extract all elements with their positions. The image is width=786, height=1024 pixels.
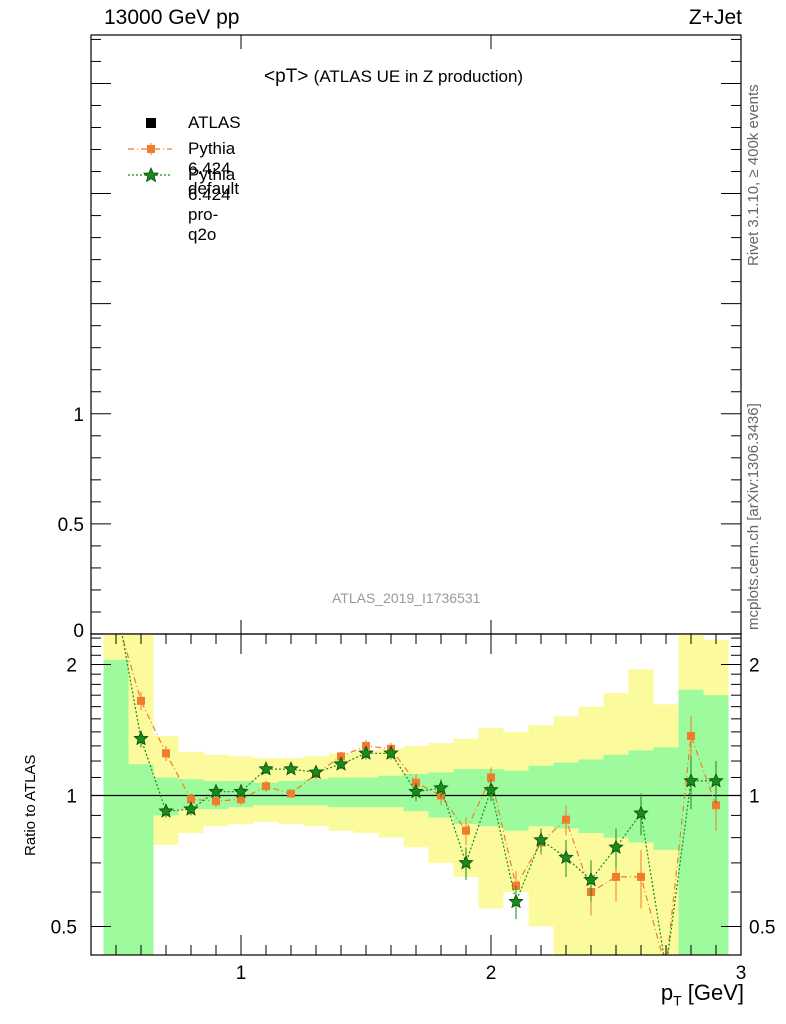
data-point-default [212, 797, 220, 806]
legend-label-proq2o: Pythia 6.424 pro-q2o [188, 165, 236, 244]
square-marker-icon [146, 118, 156, 128]
x-tick-label: 1 [236, 963, 247, 984]
ratio-y-tick-label-right: 0.5 [749, 917, 775, 938]
analysis-watermark: ATLAS_2019_I1736531 [332, 590, 481, 606]
data-point-default [187, 795, 195, 804]
data-point-proq2o [258, 761, 274, 776]
inner-uncertainty-band [503, 770, 529, 831]
inner-uncertainty-band [303, 779, 329, 806]
data-point-default [487, 773, 495, 782]
inner-uncertainty-band [578, 759, 604, 833]
data-point-default [687, 731, 695, 740]
outer-uncertainty-band [553, 716, 579, 955]
x-axis-symbol: p [660, 980, 674, 1005]
data-point-default [137, 696, 145, 705]
data-point-proq2o [433, 780, 449, 795]
data-point-proq2o [283, 761, 299, 776]
x-axis-unit: [GeV] [681, 980, 744, 1005]
ratio-y-tick-label: 1 [66, 786, 77, 807]
legend-label-default: Pythia 6.424 default [188, 139, 240, 198]
inner-uncertainty-band [653, 747, 679, 850]
green-star-line-icon [128, 166, 172, 183]
legend-label-atlas: ATLAS [188, 113, 241, 132]
ratio-y-tick-label: 2 [66, 655, 77, 676]
inner-uncertainty-band [328, 777, 354, 808]
data-point-proq2o [158, 803, 174, 818]
orange-square-line-icon [128, 143, 172, 155]
data-point-proq2o [333, 756, 349, 771]
x-axis-subscript: T [673, 992, 682, 1009]
main-y-tick-label: 1 [73, 405, 84, 426]
inner-uncertainty-band [378, 775, 404, 808]
plot-title: <pT> (ATLAS UE in Z production) [264, 66, 523, 88]
data-point-proq2o [508, 893, 524, 909]
inner-uncertainty-band [353, 777, 379, 808]
data-point-default [162, 749, 170, 758]
energy-label: 13000 GeV pp [104, 6, 240, 29]
inner-uncertainty-band [453, 769, 479, 824]
data-point-proq2o [383, 745, 399, 760]
data-point-proq2o [558, 849, 574, 865]
ratio-y-axis-label: Ratio to ATLAS [22, 754, 39, 856]
data-point-proq2o [708, 772, 724, 788]
x-axis-label: pT [GeV] [661, 980, 744, 1008]
mcplots-label: mcplots.cern.ch [arXiv:1306.3436] [745, 403, 762, 630]
data-point-default [637, 872, 645, 881]
plot-subtitle: (ATLAS UE in Z production) [313, 67, 524, 86]
data-point-proq2o [683, 772, 699, 788]
data-point-proq2o [608, 839, 624, 854]
data-point-proq2o [458, 854, 474, 870]
data-point-proq2o [308, 764, 324, 779]
data-point-default [562, 815, 570, 824]
data-point-proq2o [483, 781, 499, 797]
data-point-default [262, 782, 270, 791]
data-point-proq2o [183, 801, 199, 816]
inner-uncertainty-band [603, 754, 629, 838]
ratio-y-tick-label-right: 2 [749, 655, 760, 676]
inner-uncertainty-band [253, 782, 279, 806]
data-point-proq2o [208, 783, 224, 799]
data-point-proq2o [633, 805, 649, 820]
data-point-proq2o [233, 783, 249, 799]
main-y-tick-label: 0 [73, 621, 84, 642]
main-y-tick-label: 0.5 [58, 515, 84, 536]
rivet-version-label: Rivet 3.1.10, ≥ 400k events [745, 84, 762, 266]
data-point-proq2o [533, 831, 549, 847]
inner-uncertainty-band [128, 764, 154, 955]
data-point-proq2o [408, 783, 424, 799]
x-tick-label: 3 [736, 963, 747, 984]
inner-uncertainty-band [103, 659, 129, 955]
process-label: Z+Jet [688, 6, 742, 29]
data-point-proq2o [133, 730, 149, 746]
data-point-default [287, 789, 295, 798]
data-point-proq2o [358, 745, 374, 760]
ratio-panel: 0.5 0.5 1 1 2 2 1 2 3 [51, 633, 775, 984]
ratio-y-tick-label-right: 1 [749, 786, 760, 807]
data-point-default [462, 826, 470, 835]
data-point-default [612, 872, 620, 881]
ratio-y-tick-label: 0.5 [51, 917, 77, 938]
x-tick-label: 2 [486, 963, 497, 984]
data-point-proq2o [583, 871, 599, 887]
data-point-default [237, 795, 245, 804]
observable-name: <pT> [264, 66, 309, 87]
data-point-default [712, 801, 720, 810]
